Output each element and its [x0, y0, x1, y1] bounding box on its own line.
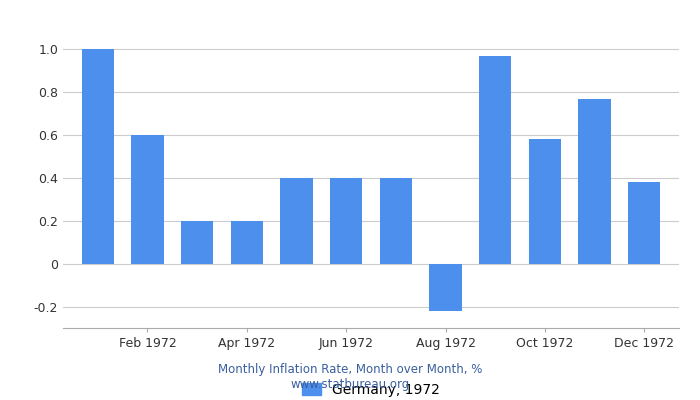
Text: Monthly Inflation Rate, Month over Month, %: Monthly Inflation Rate, Month over Month…: [218, 364, 482, 376]
Bar: [132, 135, 164, 264]
Legend: Germany, 1972: Germany, 1972: [302, 383, 440, 397]
Bar: [628, 182, 660, 264]
Text: www.statbureau.org: www.statbureau.org: [290, 378, 410, 391]
Bar: [528, 140, 561, 264]
Bar: [280, 178, 313, 264]
Bar: [82, 50, 114, 264]
Bar: [231, 221, 263, 264]
Bar: [379, 178, 412, 264]
Bar: [181, 221, 214, 264]
Bar: [479, 56, 511, 264]
Bar: [578, 99, 610, 264]
Bar: [330, 178, 363, 264]
Bar: [429, 264, 462, 311]
